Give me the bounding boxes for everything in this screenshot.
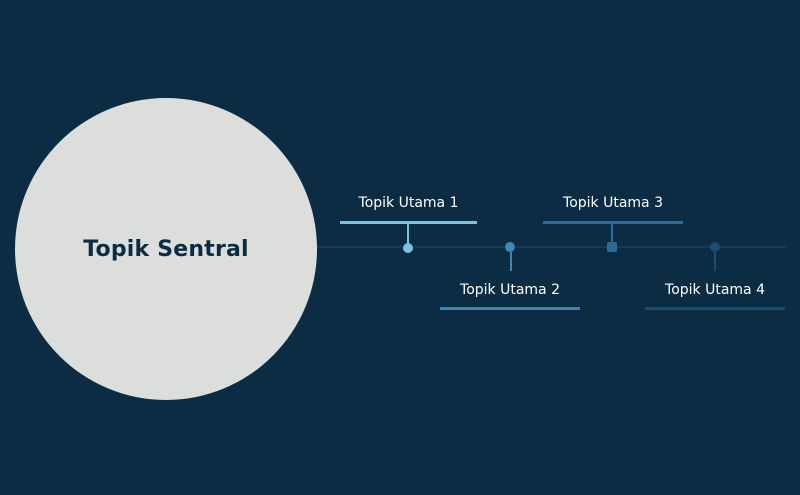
topic-2-underline <box>440 307 580 310</box>
topic-4-label: Topik Utama 4 <box>665 282 765 298</box>
topic-3-node <box>607 242 617 252</box>
topic-3-label: Topik Utama 3 <box>563 195 663 211</box>
central-topic-label: Topik Sentral <box>83 236 249 262</box>
topic-3-underline <box>543 221 683 224</box>
topic-1-stem <box>407 224 409 246</box>
topic-1-node <box>403 243 413 253</box>
connector-line <box>317 246 786 248</box>
central-topic-circle: Topik Sentral <box>15 98 317 400</box>
topic-4-node <box>710 242 720 252</box>
topic-3-stem <box>611 224 613 243</box>
topic-2-label: Topik Utama 2 <box>460 282 560 298</box>
topic-1-label: Topik Utama 1 <box>358 195 459 211</box>
topic-2-stem <box>510 252 512 271</box>
topic-4-stem <box>714 252 716 271</box>
topic-2-node <box>505 242 515 252</box>
topic-4-underline <box>645 307 785 310</box>
topic-1-underline <box>340 221 477 224</box>
